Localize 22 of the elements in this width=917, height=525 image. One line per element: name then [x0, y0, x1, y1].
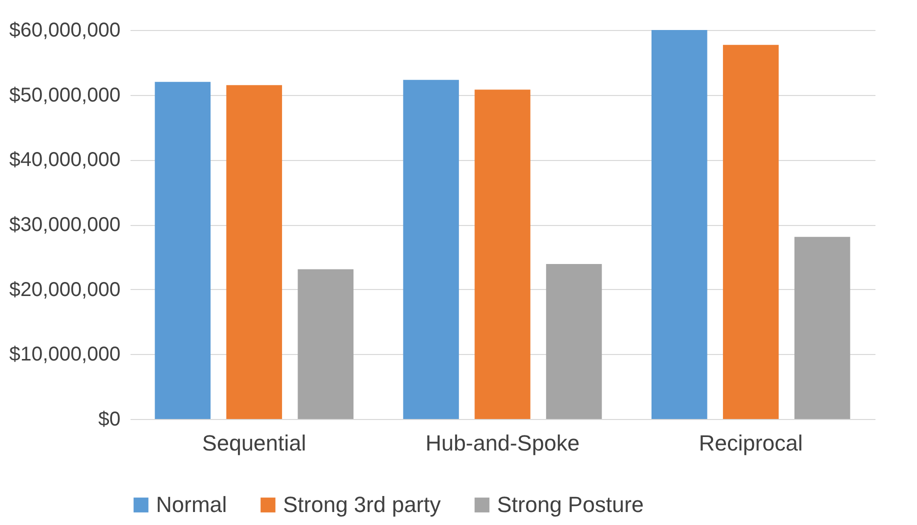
y-tick-label: $40,000,000: [9, 149, 120, 172]
legend-label: Strong 3rd party: [283, 492, 441, 517]
bar: [546, 264, 602, 419]
x-tick-label: Reciprocal: [698, 430, 803, 456]
bar: [403, 80, 459, 419]
y-tick-label: $60,000,000: [9, 20, 120, 42]
bar: [794, 236, 850, 419]
y-tick-label: $50,000,000: [9, 84, 120, 106]
bar: [226, 85, 282, 419]
bar: [652, 30, 708, 419]
bar: [298, 269, 354, 419]
y-tick-label: $10,000,000: [9, 344, 120, 366]
legend-label: Strong Posture: [497, 492, 644, 517]
legend-label: Normal: [156, 492, 227, 517]
y-tick-label: $30,000,000: [9, 214, 120, 236]
bar: [474, 90, 530, 419]
x-tick-label: Hub-and-Spoke: [425, 430, 580, 456]
y-tick-label: $0: [98, 408, 120, 430]
bar: [722, 44, 779, 419]
x-tick-label: Sequential: [202, 430, 306, 456]
y-tick-label: $20,000,000: [9, 278, 120, 301]
bar: [154, 82, 211, 419]
